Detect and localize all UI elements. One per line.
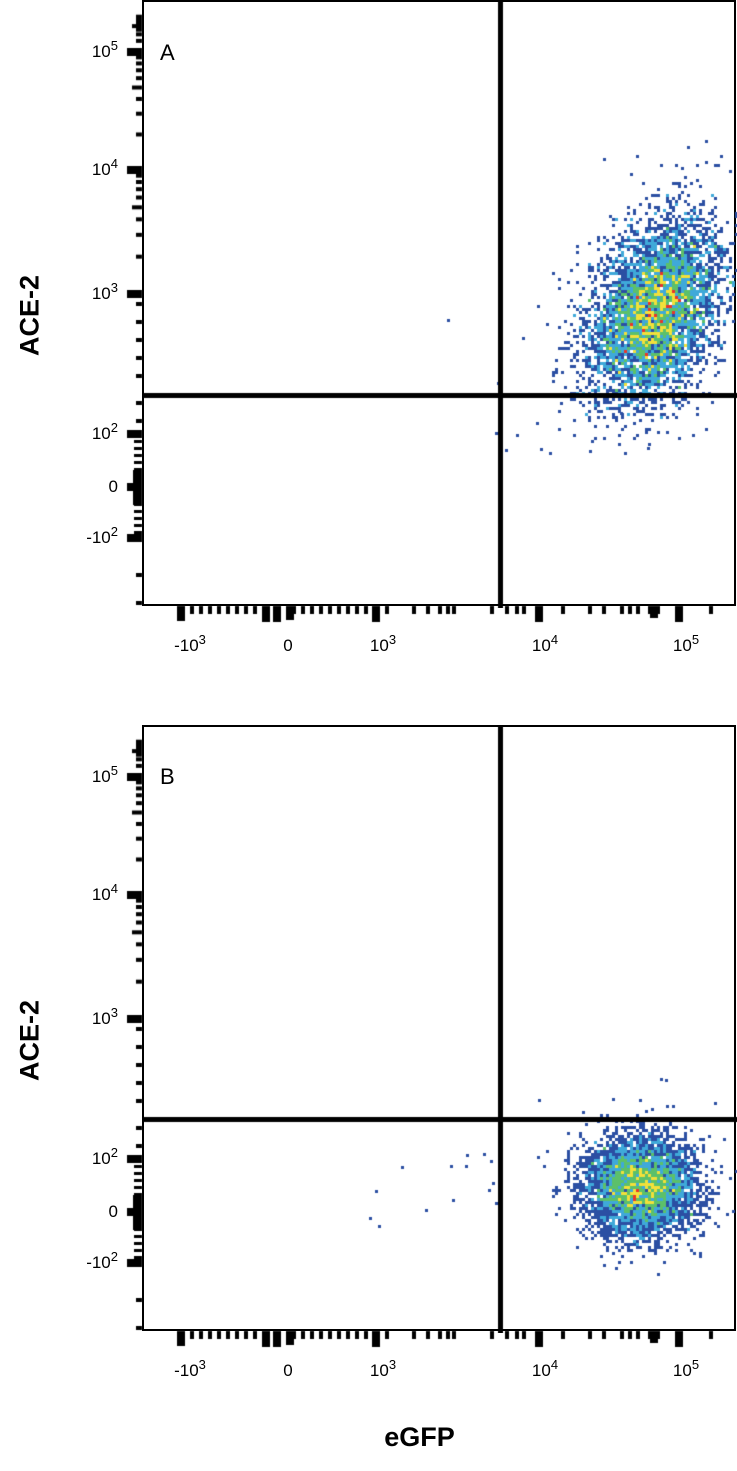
x-axis-title: eGFP [384, 1422, 455, 1452]
